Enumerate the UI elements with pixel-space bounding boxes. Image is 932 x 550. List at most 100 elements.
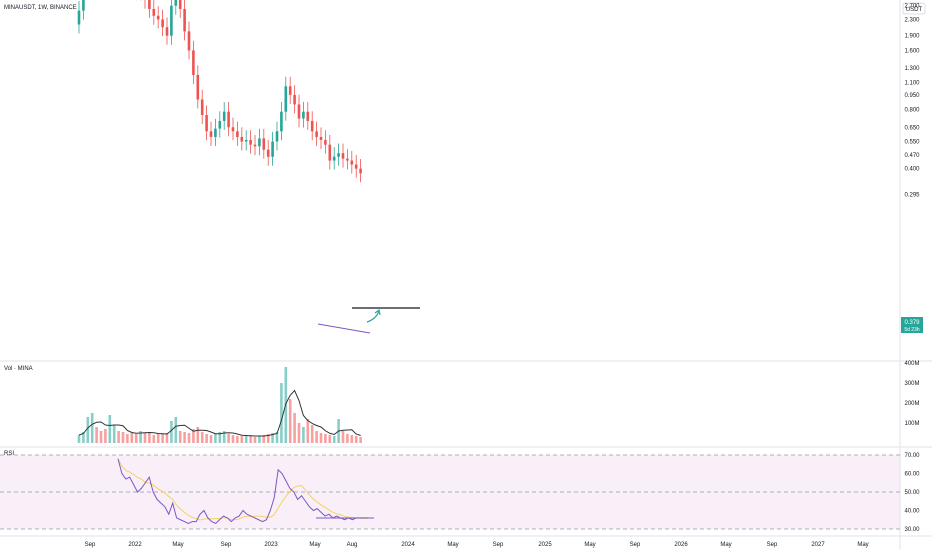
price-tick-label: 2.300 (904, 17, 920, 23)
volume-bar (319, 433, 323, 443)
time-tick-label: Sep (221, 542, 232, 548)
volume-bar (77, 435, 81, 443)
currency-button[interactable]: USDT (902, 2, 926, 15)
countdown-value: 5d 23h (904, 327, 920, 333)
volume-bar (178, 431, 182, 443)
candle-body (178, 0, 182, 9)
candle-body (293, 94, 296, 105)
time-tick-label: May (309, 542, 320, 548)
price-tick-label: 0.950 (904, 93, 920, 99)
volume-bar (205, 434, 208, 443)
volume-bar (359, 437, 362, 443)
candle-body (324, 139, 327, 145)
volume-bar (222, 431, 226, 443)
volume-tick-label: 400M (904, 361, 919, 367)
volume-ma (78, 389, 361, 437)
volume-bar (86, 417, 90, 443)
volume-bar (341, 431, 345, 443)
volume-bar (95, 427, 98, 443)
price-tick-label: 1.300 (904, 66, 920, 72)
time-tick-label: May (584, 542, 595, 548)
volume-bar (258, 436, 261, 443)
price-tick-label: 2.700 (904, 4, 920, 10)
volume-bar (288, 399, 292, 443)
time-tick-label: 2024 (401, 542, 415, 548)
volume-bar (249, 436, 252, 443)
volume-bar (266, 434, 270, 443)
volume-bar (170, 421, 173, 443)
forecast-arrow[interactable] (366, 310, 380, 323)
candle-body (152, 8, 156, 16)
candle-body (275, 131, 279, 142)
volume-bar (227, 434, 230, 443)
time-tick-label: 2026 (674, 542, 688, 548)
rsi-tick-label: 60.00 (904, 472, 920, 478)
rsi-pane-label: RSI (4, 451, 14, 457)
candle-body (271, 141, 274, 157)
candle-body (77, 10, 81, 25)
candle-body (341, 153, 345, 159)
volume-bar (328, 435, 332, 443)
volume-bars (77, 367, 362, 443)
volume-axis: 400M 300M 200M 100M (904, 361, 919, 427)
candle-body (306, 111, 310, 121)
volume-bar (280, 383, 283, 443)
price-tick-label: 0.295 (904, 193, 920, 199)
volume-bar (126, 434, 129, 443)
volume-bar (275, 432, 279, 443)
candle-body (337, 153, 340, 157)
volume-bar (262, 435, 266, 443)
candle-body (359, 168, 362, 174)
rsi-ma-line (117, 458, 368, 521)
forecast-arrow-head (374, 308, 381, 316)
volume-bar (332, 436, 336, 443)
volume-bar (139, 431, 142, 443)
candle-body (196, 74, 200, 100)
candle-body (258, 138, 261, 147)
volume-bar (231, 435, 235, 443)
support-trendline[interactable] (317, 323, 371, 334)
time-tick-label: 2022 (128, 542, 142, 548)
candle-body (284, 86, 288, 112)
volume-bar (121, 432, 125, 443)
volume-bar (82, 432, 85, 443)
candle-body (227, 111, 230, 128)
rsi-axis: 70.00 60.00 50.00 40.00 30.00 (904, 453, 920, 533)
candle-body (156, 15, 160, 20)
volume-bar (240, 436, 244, 443)
candle-body (170, 5, 173, 36)
candle-body (214, 128, 217, 137)
price-tick-label: 0.800 (904, 108, 920, 114)
time-tick-label: May (720, 542, 731, 548)
volume-bar (161, 434, 164, 443)
volume-bar (148, 432, 151, 443)
volume-bar (200, 432, 204, 443)
price-tick-label: 0.470 (904, 153, 920, 159)
candle-body (148, 0, 151, 9)
volume-bar (99, 431, 103, 443)
candle-body (244, 139, 248, 142)
time-tick-label: Sep (630, 542, 641, 548)
candle-body (183, 8, 186, 32)
price-tick-label: 1.600 (904, 48, 920, 54)
rsi-lines (117, 458, 368, 525)
volume-bar (350, 435, 354, 443)
time-tick-label: 2023 (264, 542, 278, 548)
candle-body (319, 136, 323, 140)
volume-bar (187, 433, 191, 443)
candle-body (192, 50, 195, 75)
volume-bar (156, 434, 160, 443)
volume-bar (306, 419, 310, 443)
price-tick-label: 1.900 (904, 34, 920, 40)
volume-tick-label: 200M (904, 401, 919, 407)
candle-body (218, 120, 222, 129)
price-axis[interactable]: 8.0006.5005.5004.5003.9003.3002.7002.300… (904, 0, 920, 199)
candle-body (249, 139, 252, 145)
candle-body (200, 99, 204, 116)
time-axis[interactable]: Sep 2022 May Sep 2023 May Aug 2024 May Sep 2025 May… (85, 542, 869, 548)
time-tick-label: Sep (85, 542, 96, 548)
candle-body (350, 160, 354, 165)
candle-body (315, 131, 318, 137)
candle-body (209, 131, 213, 137)
